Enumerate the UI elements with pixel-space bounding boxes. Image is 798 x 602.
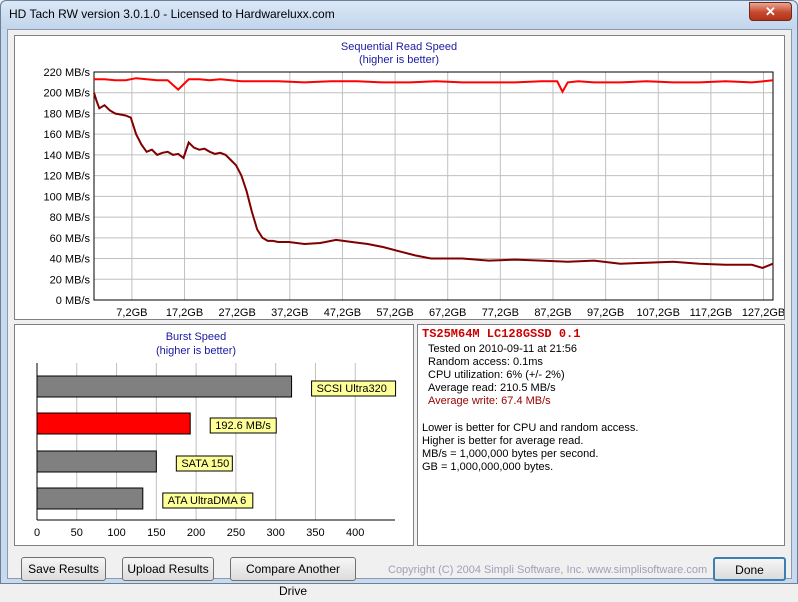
seq-y-tick-label: 140 MB/s [44,150,91,162]
seq-x-tick-label: 97,2GB [587,307,624,319]
seq-x-tick-label: 7,2GB [116,307,147,319]
seq-y-tick-label: 60 MB/s [50,233,91,245]
seq-y-tick-label: 80 MB/s [50,212,91,224]
burst-bar-label: SCSI Ultra320 [317,383,387,395]
title-bar[interactable]: HD Tach RW version 3.0.1.0 - Licensed to… [1,1,797,29]
note-gb-definition: GB = 1,000,000,000 bytes. [422,461,554,473]
done-label: Done [735,563,764,577]
seq-x-tick-label: 117,2GB [690,307,733,319]
seq-y-tick-label: 160 MB/s [44,129,91,141]
window-title: HD Tach RW version 3.0.1.0 - Licensed to… [9,7,335,21]
burst-bar-label: SATA 150 [181,458,229,470]
note-lower-better: Lower is better for CPU and random acces… [422,422,639,434]
note-higher-better: Higher is better for average read. [422,435,584,447]
seq-y-tick-label: 20 MB/s [50,274,91,286]
burst-x-tick-label: 300 [266,527,284,539]
seq-x-tick-label: 107,2GB [637,307,680,319]
seq-x-tick-label: 127,2GB [742,307,784,319]
burst-bar [36,375,293,398]
seq-chart-subtitle: (higher is better) [359,54,439,66]
seq-x-tick-label: 77,2GB [482,307,519,319]
burst-x-tick-label: 350 [306,527,324,539]
average-read-text: Average read: 210.5 MB/s [428,382,556,394]
burst-bar [36,450,157,473]
compare-drive-button[interactable]: Compare Another Drive [230,557,356,598]
burst-speed-chart: Burst Speed (higher is better) SCSI Ultr… [34,331,397,539]
results-info-panel: TS25M64M LC128GSSD 0.1 Tested on 2010-09… [417,324,785,546]
write-speed-line [93,92,774,269]
read-speed-line [94,77,774,94]
burst-x-tick-label: 0 [34,527,40,539]
burst-x-tick-label: 150 [147,527,165,539]
seq-y-tick-label: 180 MB/s [44,108,91,120]
burst-speed-panel: Burst Speed (higher is better) SCSI Ultr… [14,324,414,546]
upload-results-label: Upload Results [127,562,209,576]
burst-x-tick-label: 50 [71,527,83,539]
average-write-text: Average write: 67.4 MB/s [428,395,551,407]
seq-y-tick-label: 120 MB/s [44,171,91,183]
seq-x-tick-label: 27,2GB [219,307,256,319]
burst-x-tick-label: 200 [187,527,205,539]
burst-bar-label-box [311,380,397,397]
copyright-text: Copyright (C) 2004 Simpli Software, Inc.… [388,564,708,576]
seq-chart-title: Sequential Read Speed [341,41,457,53]
burst-x-tick-label: 400 [346,527,364,539]
seq-x-tick-label: 47,2GB [324,307,361,319]
compare-drive-label: Compare Another Drive [245,562,341,598]
burst-bar-label: ATA UltraDMA 6 [168,495,246,507]
seq-x-tick-label: 67,2GB [429,307,466,319]
burst-bar-label-box [175,455,233,472]
tested-on-text: Tested on 2010-09-11 at 21:56 [428,343,578,355]
seq-y-tick-label: 40 MB/s [50,254,91,266]
burst-bar-label-box [162,492,254,509]
note-mbs-definition: MB/s = 1,000,000 bytes per second. [422,448,599,460]
seq-x-tick-label: 17,2GB [166,307,203,319]
seq-y-tick-label: 220 MB/s [44,67,91,79]
seq-x-tick-label: 37,2GB [271,307,308,319]
seq-plot-area [93,71,774,301]
random-access-text: Random access: 0.1ms [428,356,543,368]
client-area: Sequential Read Speed (higher is better)… [7,29,792,598]
burst-bar-label-box [209,417,277,434]
done-button[interactable]: Done [713,557,786,581]
seq-x-tick-label: 57,2GB [376,307,413,319]
burst-x-tick-label: 250 [227,527,245,539]
sequential-read-chart: Sequential Read Speed (higher is better)… [44,41,786,319]
burst-bar [36,487,144,510]
seq-y-tick-label: 100 MB/s [44,191,91,203]
cpu-utilization-text: CPU utilization: 6% (+/- 2%) [428,369,565,381]
burst-chart-subtitle: (higher is better) [156,345,236,357]
seq-x-tick-label: 87,2GB [534,307,571,319]
burst-x-tick-label: 100 [107,527,125,539]
seq-y-tick-label: 200 MB/s [44,88,91,100]
drive-name: TS25M64M LC128GSSD 0.1 [422,327,581,341]
seq-plot-border [93,71,774,301]
close-button[interactable]: ✕ [749,2,792,21]
save-results-button[interactable]: Save Results [21,557,106,581]
sequential-read-panel: Sequential Read Speed (higher is better)… [14,35,785,320]
burst-bar-label: 192.6 MB/s [215,420,271,432]
burst-chart-title: Burst Speed [166,331,227,343]
upload-results-button[interactable]: Upload Results [122,557,214,581]
seq-y-tick-label: 0 MB/s [56,295,91,307]
burst-bar [36,412,191,435]
save-results-label: Save Results [28,562,99,576]
